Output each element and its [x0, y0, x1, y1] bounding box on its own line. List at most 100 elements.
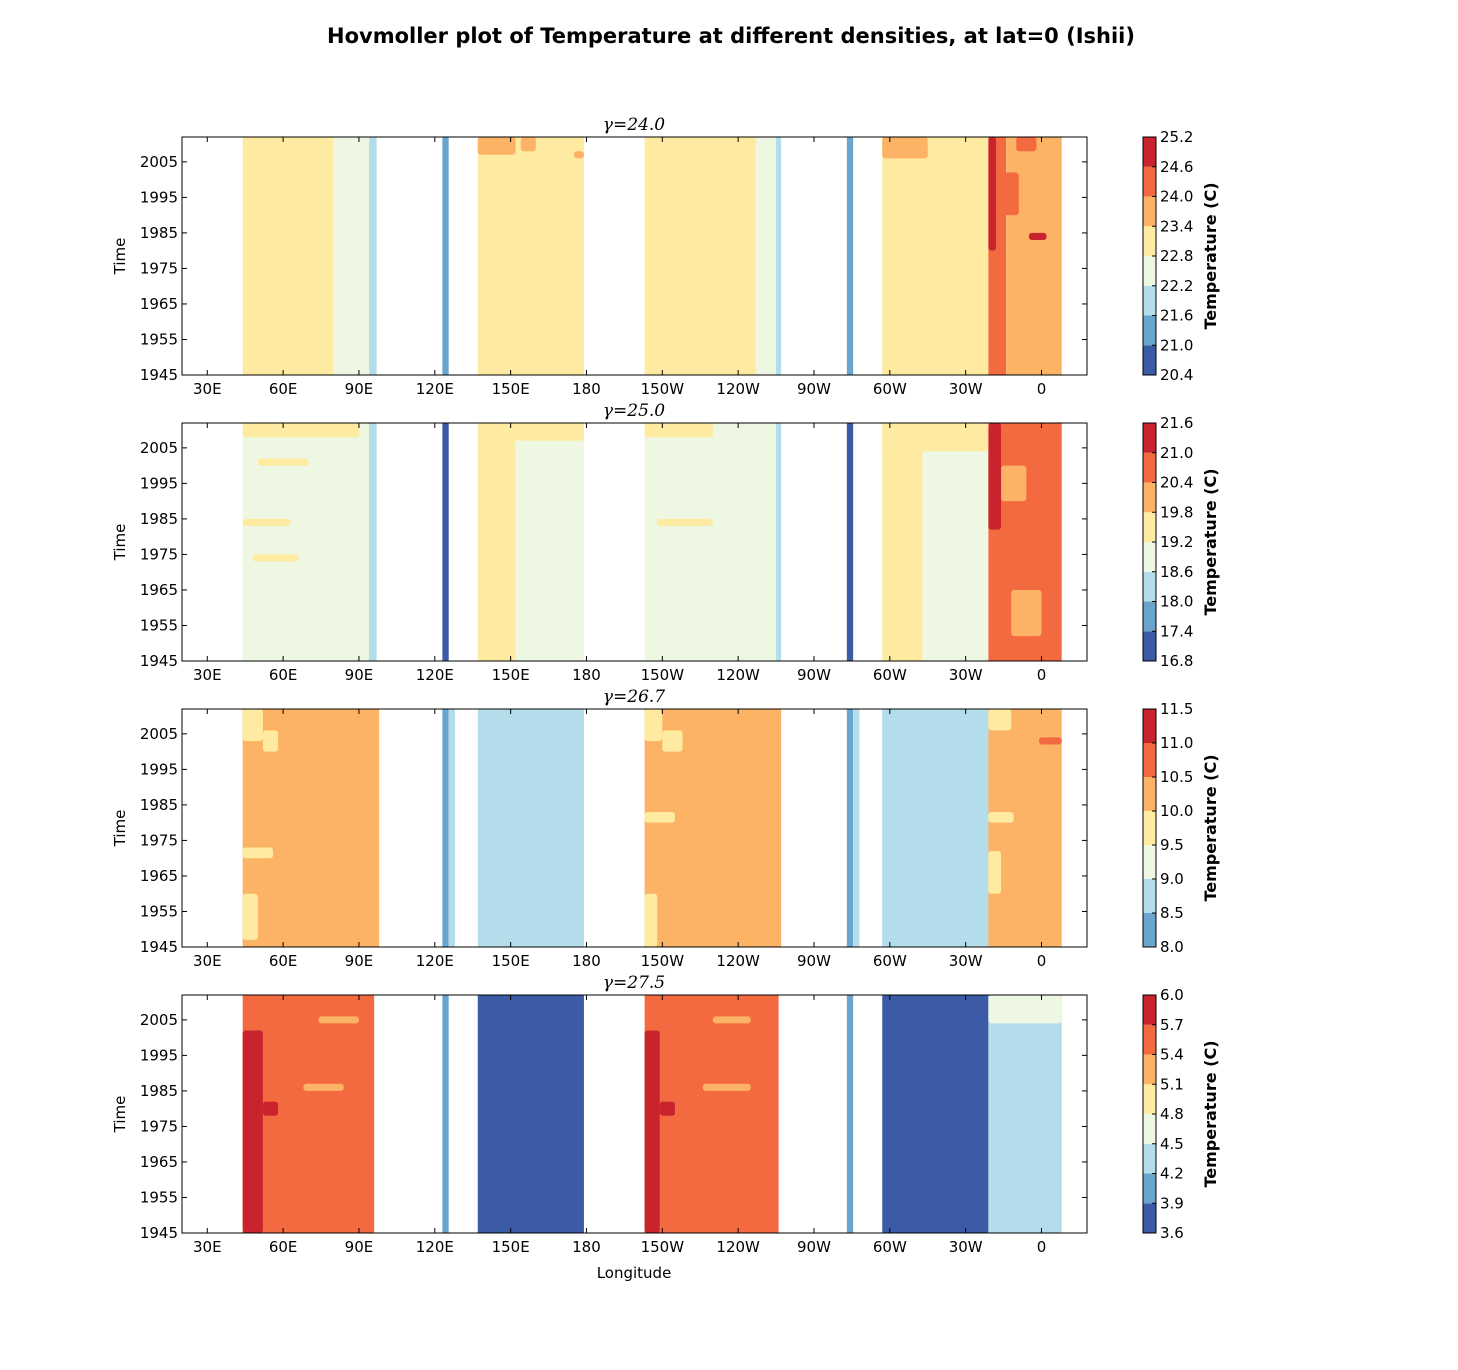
heatmap-band — [515, 423, 584, 661]
colorbar-tick-label: 24.0 — [1160, 188, 1193, 206]
y-tick-label: 1985 — [140, 510, 178, 528]
colorbar-tick-label: 21.6 — [1160, 414, 1193, 432]
y-tick-label: 1965 — [140, 867, 178, 885]
hovmoller-panel-gamma-25-0: γ=25.0 30E 60E 90E 120E 150E 180 150W 120W 90W 60… — [111, 401, 1220, 684]
heatmap-patch — [662, 730, 683, 752]
x-tick-label: 150W — [641, 1238, 685, 1256]
heatmap-patch — [1038, 737, 1062, 745]
colorbar-segment — [1143, 1114, 1156, 1144]
colorbar-tick-label: 11.0 — [1160, 734, 1193, 752]
heatmap-patch — [659, 1101, 675, 1116]
colorbar-tick-label: 4.8 — [1160, 1105, 1184, 1123]
colorbar-label: Temperature (C) — [1201, 754, 1220, 901]
heatmap-patch — [252, 554, 299, 562]
colorbar-segment — [1143, 345, 1156, 375]
x-tick-label: 150E — [492, 1238, 530, 1256]
heatmap-band — [477, 423, 516, 661]
colorbar-segment — [1143, 631, 1156, 661]
heatmap-patch — [520, 137, 536, 152]
axes-frame — [181, 422, 1088, 662]
colorbar-segment — [1143, 777, 1156, 811]
y-tick-label: 1955 — [140, 616, 178, 634]
heatmap-patch — [257, 458, 309, 466]
colorbar-tick-label: 4.5 — [1160, 1135, 1184, 1153]
colorbar-tick-label: 4.2 — [1160, 1165, 1184, 1183]
heatmap-band — [333, 137, 370, 375]
colorbar-segment — [1143, 879, 1156, 913]
colorbar-segment — [1143, 452, 1156, 483]
heatmap-band — [442, 995, 449, 1233]
colorbar-segment — [1143, 542, 1156, 572]
y-tick-label: 1955 — [140, 902, 178, 920]
colorbar-tick-label: 17.4 — [1160, 622, 1193, 640]
x-tick-label: 150E — [492, 380, 530, 398]
hovmoller-panel-gamma-24-0: γ=24.0 30E 60E 90E 120E 150E 180 150W 120W 90W 60… — [111, 115, 1220, 398]
heatmap-band — [477, 995, 584, 1233]
x-tick-label: 0 — [1037, 1238, 1047, 1256]
x-tick-label: 180 — [572, 1238, 601, 1256]
x-tick-label: 120W — [716, 952, 760, 970]
colorbar-segment — [1143, 913, 1156, 947]
y-tick-label: 2005 — [140, 439, 178, 457]
colorbar-tick-label: 19.2 — [1160, 533, 1193, 551]
colorbar-segment — [1143, 166, 1156, 197]
heatmap-band — [755, 137, 777, 375]
y-tick-label: 1945 — [140, 1224, 178, 1242]
colorbar-tick-label: 18.0 — [1160, 593, 1193, 611]
x-tick-label: 120E — [416, 952, 454, 970]
heatmap-patch — [477, 423, 584, 441]
heatmap-band — [882, 995, 989, 1233]
x-tick-label: 30E — [193, 380, 222, 398]
heatmap-band — [846, 137, 854, 375]
x-tick-label: 60W — [873, 666, 907, 684]
x-tick-label: 90E — [345, 952, 374, 970]
colorbar-tick-label: 18.6 — [1160, 563, 1193, 581]
y-tick-label: 2005 — [140, 153, 178, 171]
colorbar-tick-label: 21.0 — [1160, 444, 1193, 462]
colorbar-tick-label: 3.9 — [1160, 1194, 1184, 1212]
y-tick-label: 1975 — [140, 1117, 178, 1135]
colorbar-segment — [1143, 811, 1156, 845]
y-axis-label: Time — [111, 810, 129, 848]
colorbar-tick-label: 20.4 — [1160, 366, 1193, 384]
heatmap-patch — [702, 1083, 751, 1091]
y-tick-label: 1985 — [140, 1082, 178, 1100]
x-tick-label: 150W — [641, 666, 685, 684]
heatmap-patch — [242, 847, 274, 859]
y-tick-label: 1995 — [140, 760, 178, 778]
colorbar-tick-label: 23.4 — [1160, 217, 1193, 235]
heatmap-band — [477, 709, 584, 947]
x-tick-label: 60E — [269, 380, 298, 398]
heatmap-patch — [477, 137, 516, 155]
heatmap-patch — [262, 730, 279, 752]
x-tick-label: 60E — [269, 1238, 298, 1256]
colorbar-tick-label: 8.5 — [1160, 904, 1184, 922]
axes-frame — [181, 136, 1088, 376]
heatmap-band — [882, 709, 989, 947]
x-tick-label: 30W — [949, 1238, 983, 1256]
heatmap-patch — [1028, 232, 1047, 241]
colorbar-tick-label: 5.7 — [1160, 1016, 1184, 1034]
x-tick-label: 0 — [1037, 952, 1047, 970]
y-tick-label: 2005 — [140, 1011, 178, 1029]
x-tick-label: 120W — [716, 380, 760, 398]
colorbar-tick-label: 9.0 — [1160, 870, 1184, 888]
heatmap-band — [882, 423, 923, 661]
x-tick-label: 60E — [269, 952, 298, 970]
heatmap-band — [846, 709, 854, 947]
heatmap-patch — [1001, 465, 1027, 502]
colorbar-label: Temperature (C) — [1201, 468, 1220, 615]
x-tick-label: 60E — [269, 666, 298, 684]
x-tick-label: 120W — [716, 1238, 760, 1256]
colorbar-tick-label: 16.8 — [1160, 652, 1193, 670]
heatmap-patch — [242, 709, 263, 741]
colorbar-tick-label: 8.0 — [1160, 938, 1184, 956]
colorbar-tick-label: 6.0 — [1160, 986, 1184, 1004]
heatmap-patch — [882, 137, 928, 159]
x-tick-label: 120E — [416, 380, 454, 398]
colorbar-tick-label: 24.6 — [1160, 158, 1193, 176]
heatmap-band — [882, 137, 989, 375]
colorbar-tick-label: 22.8 — [1160, 247, 1193, 265]
x-tick-label: 180 — [572, 666, 601, 684]
panel-title: γ=26.7 — [603, 687, 665, 707]
